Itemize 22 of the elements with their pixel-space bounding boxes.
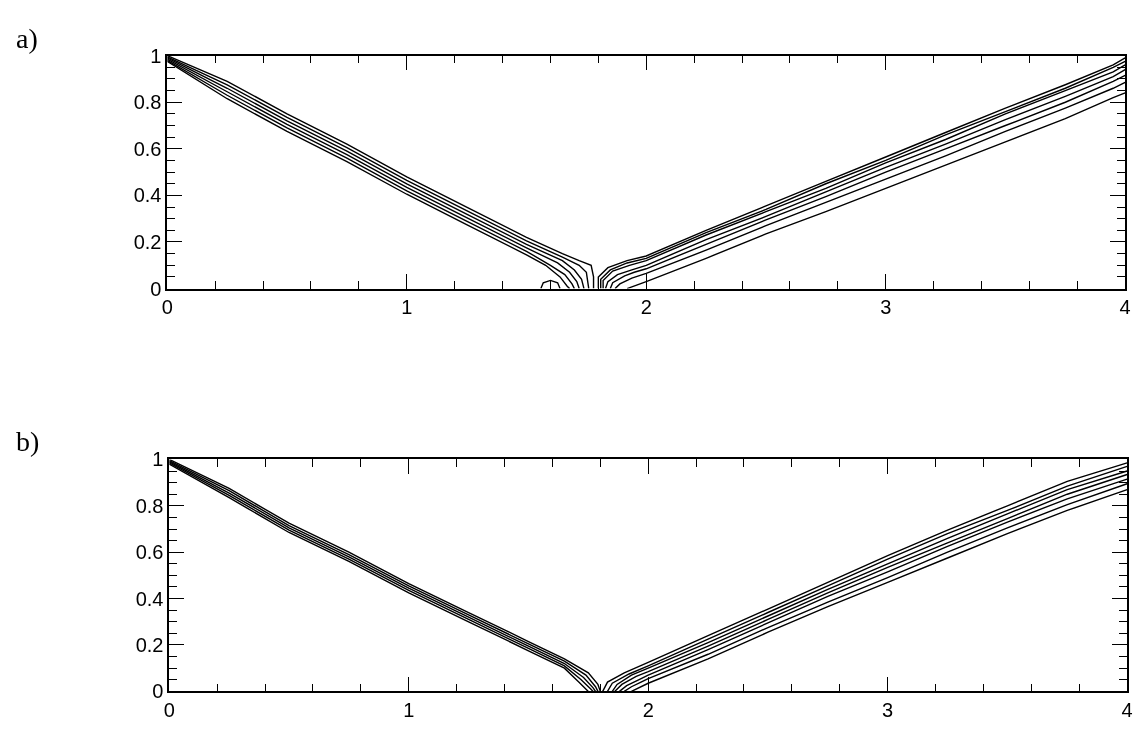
x-tick-label: 3: [882, 699, 894, 722]
x-tick-label: 2: [642, 699, 654, 722]
chart-title: a): [16, 23, 38, 54]
y-tick-label: 0.2: [133, 231, 162, 253]
x-tick-label: 3: [880, 296, 892, 319]
x-tick-label: 4: [1121, 699, 1133, 722]
chart-title: b): [16, 426, 40, 457]
y-tick-label: 0.4: [135, 587, 164, 610]
y-tick-label: 0.6: [135, 541, 164, 564]
x-tick-label: 4: [1119, 296, 1131, 319]
y-tick-label: 1: [152, 448, 164, 471]
y-tick-label: 0.8: [133, 91, 162, 114]
y-tick-label: 0: [152, 680, 164, 703]
y-tick-label: 0.6: [133, 137, 162, 160]
x-tick-label: 1: [401, 296, 413, 319]
y-tick-label: 0: [150, 277, 162, 300]
y-tick-label: 0.8: [135, 494, 164, 517]
x-tick-label: 2: [640, 296, 652, 319]
y-tick-label: 0.4: [133, 184, 162, 207]
x-tick-label: 1: [403, 699, 415, 722]
y-tick-label: 1: [150, 44, 162, 67]
y-tick-label: 0.2: [135, 633, 164, 656]
